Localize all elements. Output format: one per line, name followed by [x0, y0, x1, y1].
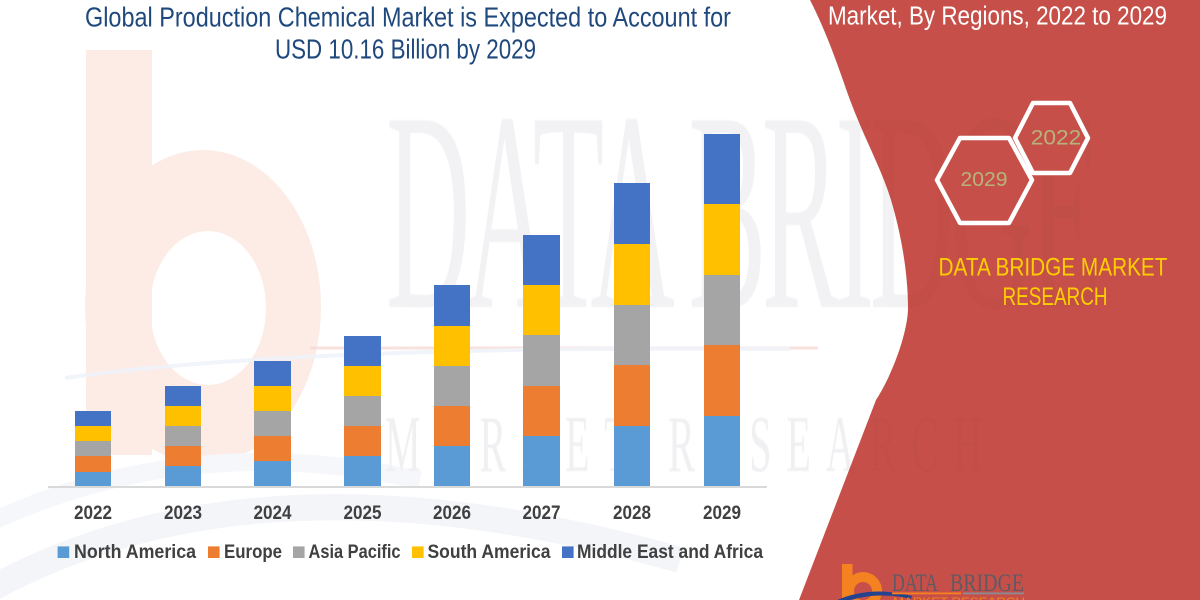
svg-text:DATA BRIDGE MARKET: DATA BRIDGE MARKET: [939, 253, 1168, 281]
svg-text:2022: 2022: [74, 503, 112, 524]
svg-text:2029: 2029: [703, 503, 741, 524]
svg-text:2025: 2025: [344, 503, 382, 524]
svg-text:Middle East and Africa: Middle East and Africa: [577, 542, 763, 563]
svg-text:Market, By Regions, 2022 to 20: Market, By Regions, 2022 to 2029: [828, 3, 1167, 31]
svg-text:Asia Pacific: Asia Pacific: [309, 542, 401, 563]
svg-text:2023: 2023: [164, 503, 202, 524]
svg-text:MARKET RESEARCH: MARKET RESEARCH: [385, 400, 997, 489]
svg-text:2026: 2026: [433, 503, 471, 524]
svg-text:2027: 2027: [523, 503, 561, 524]
svg-text:MARKET RESEARCH: MARKET RESEARCH: [893, 596, 1025, 600]
svg-text:2022: 2022: [1031, 126, 1082, 150]
svg-text:Global Production Chemical Mar: Global Production Chemical Market is Exp…: [85, 2, 731, 33]
svg-text:USD 10.16 Billion by 2029: USD 10.16 Billion by 2029: [275, 34, 536, 65]
svg-text:South America: South America: [428, 542, 551, 563]
svg-text:2028: 2028: [613, 503, 651, 524]
svg-text:Europe: Europe: [224, 542, 282, 563]
svg-text:North America: North America: [74, 542, 196, 563]
svg-text:RESEARCH: RESEARCH: [1003, 283, 1108, 311]
svg-text:2029: 2029: [961, 169, 1008, 191]
svg-text:2024: 2024: [254, 503, 292, 524]
